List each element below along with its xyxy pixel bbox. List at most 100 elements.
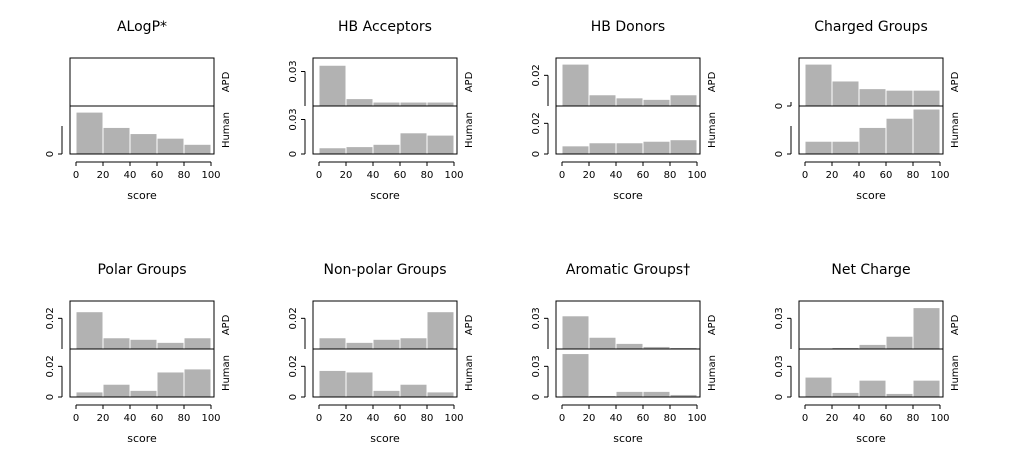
hb-acceptors-apd-bar [373,102,400,106]
x-tick-label: 20 [340,413,353,424]
y-tick-label: 0 [288,151,299,157]
y-tick-label: 0.02 [531,112,542,134]
polar-groups-human-bar [130,390,157,397]
x-tick-label: 60 [394,413,407,424]
x-axis-label: score [856,189,886,202]
x-axis-label: score [370,432,400,445]
x-tick-label: 20 [583,170,596,181]
hb-donors-human-bar [643,141,670,154]
non-polar-groups-apd-bar [400,338,427,349]
x-tick-label: 20 [583,413,596,424]
charged-groups-human-bar [886,118,913,154]
x-axis-label: score [856,432,886,445]
panel-title: HB Donors [591,19,665,35]
charged-groups-apd-bar [886,90,913,106]
x-tick-label: 100 [687,413,706,424]
x-tick-label: 20 [826,170,839,181]
panel-title: Non-polar Groups [323,262,446,278]
x-tick-label: 40 [610,170,623,181]
non-polar-groups-apd-bar [346,342,373,349]
x-tick-label: 40 [367,413,380,424]
alogp-human-bar [130,134,157,154]
alogp-human-bar [76,112,103,154]
hb-donors-human-bar [562,146,589,154]
y-tick-label: 0 [531,151,542,157]
x-tick-label: 60 [394,170,407,181]
non-polar-groups-apd-bar [319,338,346,349]
aromatic-groups-apd-bar [643,346,670,349]
x-tick-label: 40 [124,413,137,424]
aromatic-groups-apd-bar [562,316,589,349]
y-tick-label: 0.03 [288,60,299,82]
charged-groups-apd-bar [805,64,832,106]
y-tick-label: 0 [45,394,56,400]
aromatic-groups-human-bar [670,394,697,397]
x-tick-label: 100 [201,413,220,424]
y-tick-label: 0 [45,151,56,157]
hb-acceptors-human-bar [427,135,454,154]
series-label-human: Human [707,112,718,148]
x-tick-label: 40 [853,170,866,181]
x-tick-label: 0 [559,170,565,181]
series-label-human: Human [950,355,961,391]
net-charge-apd-bar [886,336,913,349]
y-tick-label: 0 [288,394,299,400]
x-tick-label: 40 [367,170,380,181]
hb-acceptors-apd-bar [346,99,373,106]
series-label-apd: APD [221,314,232,335]
y-tick-label: 0.02 [288,355,299,377]
y-tick-label: 0.03 [288,108,299,130]
aromatic-groups-human-bar [562,354,589,397]
x-tick-label: 0 [559,413,565,424]
x-tick-label: 60 [151,170,164,181]
x-tick-label: 80 [421,413,434,424]
aromatic-groups-apd-bar [670,347,697,349]
x-tick-label: 20 [340,170,353,181]
y-tick-label: 0.02 [531,64,542,86]
charged-groups-apd-bar [832,81,859,106]
net-charge-human-bar [913,380,940,397]
x-axis-label: score [370,189,400,202]
charged-groups-human-bar [832,141,859,154]
x-tick-label: 100 [687,170,706,181]
net-charge-apd-bar [913,308,940,349]
polar-groups-apd-bar [157,342,184,349]
y-tick-label: 0 [774,103,785,109]
hb-acceptors-human-bar [373,144,400,154]
polar-groups-human-bar [76,392,103,397]
x-tick-label: 80 [907,413,920,424]
series-label-apd: APD [950,71,961,92]
charged-groups-apd-bar [859,89,886,106]
polar-groups-apd-bar [103,338,130,349]
x-tick-label: 40 [124,170,137,181]
x-tick-label: 0 [802,413,808,424]
polar-groups-apd-bar [76,312,103,349]
y-tick-label: 0.03 [531,307,542,329]
x-axis-label: score [127,189,157,202]
x-tick-label: 60 [880,413,893,424]
hb-donors-human-bar [670,140,697,154]
hb-donors-apd-bar [643,99,670,106]
panel-title: HB Acceptors [338,19,432,35]
hb-donors-apd-bar [670,95,697,106]
series-label-human: Human [950,112,961,148]
x-tick-label: 60 [637,170,650,181]
polar-groups-apd-bar [184,338,211,349]
hb-acceptors-human-bar [400,133,427,154]
series-label-apd: APD [464,71,475,92]
y-tick-label: 0.02 [45,355,56,377]
series-label-human: Human [707,355,718,391]
panel-title: Aromatic Groups† [566,262,690,278]
net-charge-human-bar [805,377,832,397]
y-tick-label: 0.02 [45,307,56,329]
non-polar-groups-human-bar [400,384,427,397]
hb-donors-human-bar [589,143,616,154]
y-tick-label: 0.02 [288,307,299,329]
x-tick-label: 80 [178,413,191,424]
series-label-apd: APD [464,314,475,335]
net-charge-human-bar [832,392,859,397]
charged-groups-apd-bar [913,90,940,106]
x-tick-label: 0 [316,413,322,424]
x-tick-label: 100 [444,170,463,181]
hb-acceptors-apd-bar [319,65,346,106]
